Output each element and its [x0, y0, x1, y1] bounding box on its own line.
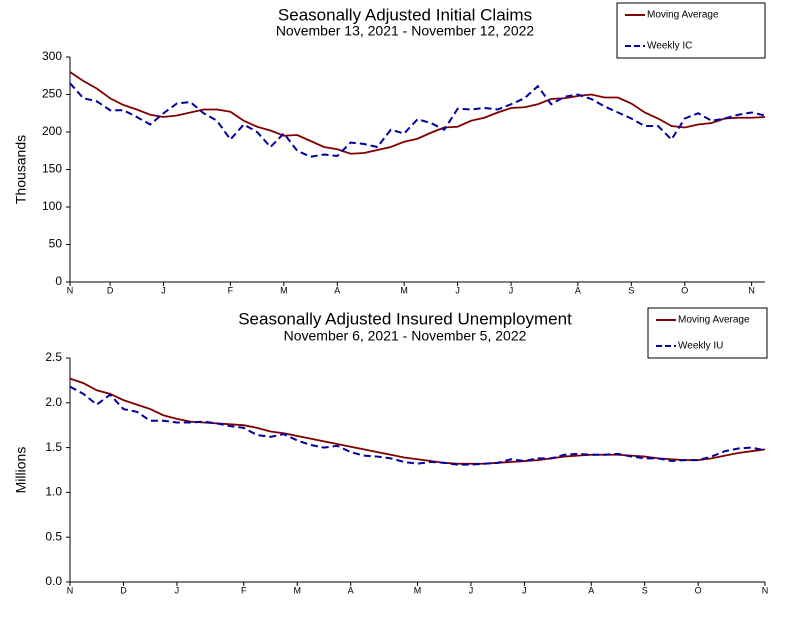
chart-title: Seasonally Adjusted Insured Unemployment — [238, 309, 572, 328]
x-tick-label: N — [762, 585, 769, 595]
x-tick-label: J — [509, 285, 514, 295]
x-tick-label: O — [681, 285, 688, 295]
x-tick-label: A — [334, 285, 340, 295]
series-line — [69, 377, 766, 465]
y-tick-label: 2.5 — [45, 350, 62, 364]
x-tick-label: J — [161, 285, 166, 295]
x-tick-label: A — [588, 585, 594, 595]
y-tick-label: 0 — [55, 274, 62, 288]
legend-box — [647, 307, 768, 359]
legend-label: Weekly IC — [647, 41, 692, 52]
x-tick-label: N — [67, 585, 74, 595]
x-tick-label: M — [414, 585, 422, 595]
x-tick-label: M — [280, 285, 288, 295]
x-tick-label: J — [175, 585, 180, 595]
y-axis-label: Thousands — [13, 135, 29, 204]
x-tick-label: N — [748, 285, 755, 295]
chart-title: Seasonally Adjusted Initial Claims — [278, 5, 532, 24]
y-tick-label: 0.0 — [45, 574, 62, 588]
y-tick-label: 300 — [42, 49, 62, 63]
x-tick-label: D — [120, 585, 127, 595]
y-tick-label: 0.5 — [45, 529, 62, 543]
y-tick-label: 150 — [42, 162, 62, 176]
x-tick-label: A — [575, 285, 581, 295]
legend-label: Weekly IU — [678, 341, 723, 352]
legend-label: Moving Average — [647, 10, 719, 21]
legend-label: Moving Average — [678, 315, 750, 326]
x-tick-label: S — [628, 285, 634, 295]
x-tick-label: D — [107, 285, 114, 295]
x-tick-label: F — [228, 285, 234, 295]
series-line — [69, 385, 766, 466]
x-tick-label: M — [293, 585, 301, 595]
y-tick-label: 1.0 — [45, 485, 62, 499]
y-tick-label: 200 — [42, 124, 62, 138]
series-line — [69, 71, 766, 155]
y-tick-label: 2.0 — [45, 395, 62, 409]
x-tick-label: J — [455, 285, 460, 295]
y-tick-label: 50 — [49, 237, 63, 251]
x-tick-label: N — [67, 285, 74, 295]
x-tick-label: J — [469, 585, 474, 595]
x-tick-label: O — [695, 585, 702, 595]
x-tick-label: A — [348, 585, 354, 595]
series-line — [69, 82, 766, 158]
x-tick-label: S — [642, 585, 648, 595]
y-axis-label: Millions — [13, 447, 29, 494]
x-tick-label: F — [241, 585, 247, 595]
y-tick-label: 100 — [42, 199, 62, 213]
y-tick-label: 250 — [42, 87, 62, 101]
y-tick-label: 1.5 — [45, 440, 62, 454]
chart-subtitle: November 13, 2021 - November 12, 2022 — [276, 23, 535, 39]
chart-subtitle: November 6, 2021 - November 5, 2022 — [284, 328, 527, 344]
x-tick-label: M — [400, 285, 408, 295]
legend-box — [616, 2, 766, 59]
x-tick-label: J — [522, 585, 527, 595]
